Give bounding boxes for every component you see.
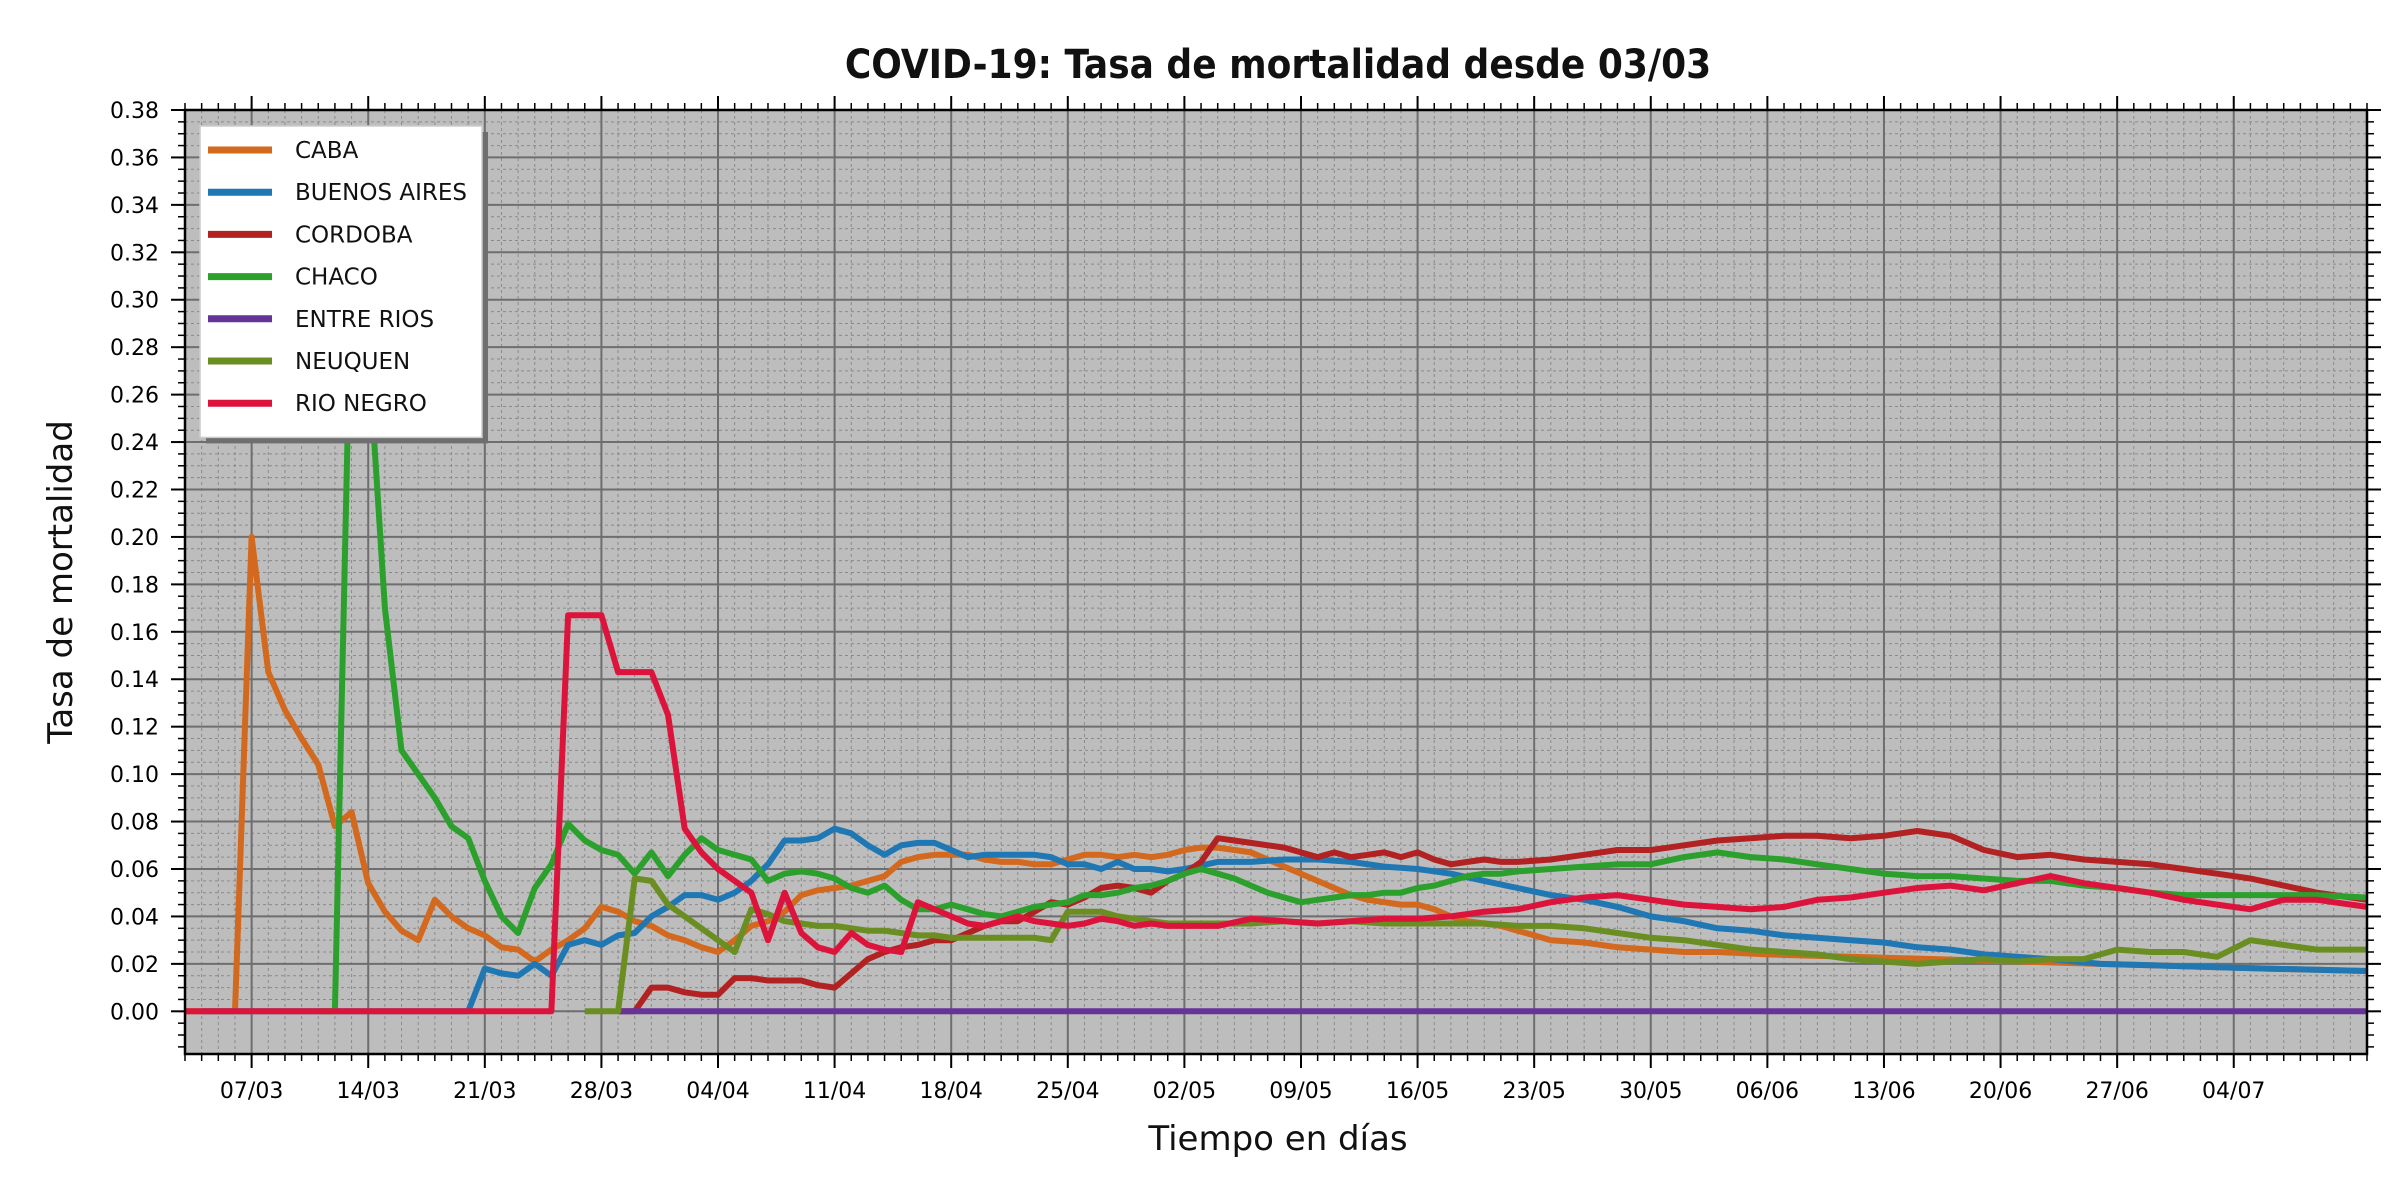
x-tick-label: 02/05 <box>1153 1079 1216 1104</box>
x-tick-label: 20/06 <box>1969 1079 2032 1104</box>
y-tick-label: 0.32 <box>110 241 159 266</box>
y-tick-label: 0.28 <box>110 336 159 361</box>
legend-label: CABA <box>295 138 359 164</box>
series-line-chaco <box>318 249 2368 1015</box>
x-tick-label: 07/03 <box>220 1079 283 1104</box>
y-tick-label: 0.06 <box>110 858 159 883</box>
x-tick-label: 25/04 <box>1036 1079 1099 1104</box>
series-line-rio-negro <box>185 612 2368 1015</box>
x-tick-label: 09/05 <box>1269 1079 1332 1104</box>
chart-title: COVID-19: Tasa de mortalidad desde 03/03 <box>845 42 1711 88</box>
legend-label: NEUQUEN <box>295 349 410 375</box>
x-tick-label: 30/05 <box>1619 1079 1682 1104</box>
y-tick-label: 0.02 <box>110 953 159 978</box>
y-tick-label: 0.24 <box>110 431 159 456</box>
y-tick-label: 0.34 <box>110 194 159 219</box>
x-tick-label: 23/05 <box>1502 1079 1565 1104</box>
legend-label: ENTRE RIOS <box>295 307 434 333</box>
legend-box <box>199 125 483 439</box>
x-axis-label: Tiempo en días <box>1147 1119 1407 1159</box>
x-tick-label: 13/06 <box>1852 1079 1915 1104</box>
y-tick-label: 0.38 <box>110 99 159 124</box>
x-tick-label: 04/07 <box>2202 1079 2265 1104</box>
x-tick-label: 04/04 <box>686 1079 749 1104</box>
y-tick-label: 0.12 <box>110 716 159 741</box>
x-tick-label: 14/03 <box>337 1079 400 1104</box>
y-tick-label: 0.30 <box>110 289 159 314</box>
legend: CABA BUENOS AIRES CORDOBA CHACO ENTRE RIOS NE… <box>199 125 488 444</box>
y-tick-label: 0.26 <box>110 384 159 409</box>
x-tick-label: 06/06 <box>1736 1079 1799 1104</box>
y-tick-label: 0.18 <box>110 573 159 598</box>
x-tick-label: 21/03 <box>453 1079 516 1104</box>
series-line-cordoba <box>618 828 2368 1015</box>
axes: 07/03 14/03 21/03 28/03 04/04 11/04 18/04 25/04… <box>110 96 2381 1104</box>
y-axis-label: Tasa de mortalidad <box>41 420 81 745</box>
x-tick-label: 16/05 <box>1386 1079 1449 1104</box>
x-tick-label: 11/04 <box>803 1079 866 1104</box>
x-tick-label: 18/04 <box>919 1079 982 1104</box>
y-tick-label: 0.20 <box>110 526 159 551</box>
series-line-buenos-aires <box>201 825 2368 1015</box>
y-tick-label: 0.16 <box>110 621 159 646</box>
y-tick-label: 0.08 <box>110 811 159 836</box>
y-tick-label: 0.10 <box>110 763 159 788</box>
legend-label: CORDOBA <box>295 222 413 248</box>
legend-label: BUENOS AIRES <box>295 180 467 206</box>
legend-label: RIO NEGRO <box>295 391 427 417</box>
legend-label: CHACO <box>295 265 378 291</box>
y-tick-label: 0.36 <box>110 146 159 171</box>
y-tick-label: 0.00 <box>110 1000 159 1025</box>
x-tick-label: 28/03 <box>570 1079 633 1104</box>
y-tick-label: 0.22 <box>110 478 159 503</box>
y-tick-label: 0.14 <box>110 668 159 693</box>
axes-frame <box>183 108 2369 1056</box>
x-tick-label: 27/06 <box>2085 1079 2148 1104</box>
y-tick-label: 0.04 <box>110 905 159 930</box>
series-layer <box>185 249 2368 1015</box>
